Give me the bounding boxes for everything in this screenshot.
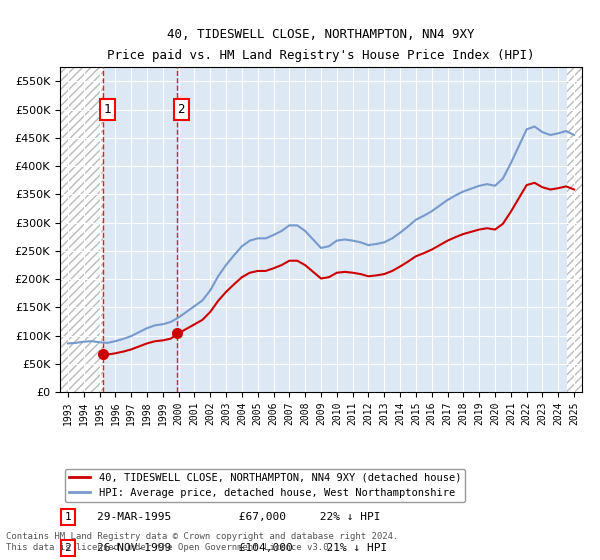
Text: 1: 1 [103,103,111,116]
Bar [60,67,103,392]
Text: 2: 2 [177,103,185,116]
Text: 2: 2 [64,543,71,553]
Bar [60,67,103,392]
Legend: 40, TIDESWELL CLOSE, NORTHAMPTON, NN4 9XY (detached house), HPI: Average price, : 40, TIDESWELL CLOSE, NORTHAMPTON, NN4 9X… [65,469,465,502]
Text: 26-NOV-1999          £104,000     21% ↓ HPI: 26-NOV-1999 £104,000 21% ↓ HPI [97,543,387,553]
Bar [568,67,582,392]
Bar [568,67,582,392]
Title: 40, TIDESWELL CLOSE, NORTHAMPTON, NN4 9XY
Price paid vs. HM Land Registry's Hous: 40, TIDESWELL CLOSE, NORTHAMPTON, NN4 9X… [107,28,535,62]
Text: Contains HM Land Registry data © Crown copyright and database right 2024.
This d: Contains HM Land Registry data © Crown c… [6,532,398,552]
Text: 29-MAR-1995          £67,000     22% ↓ HPI: 29-MAR-1995 £67,000 22% ↓ HPI [97,512,380,522]
Text: 1: 1 [64,512,71,522]
